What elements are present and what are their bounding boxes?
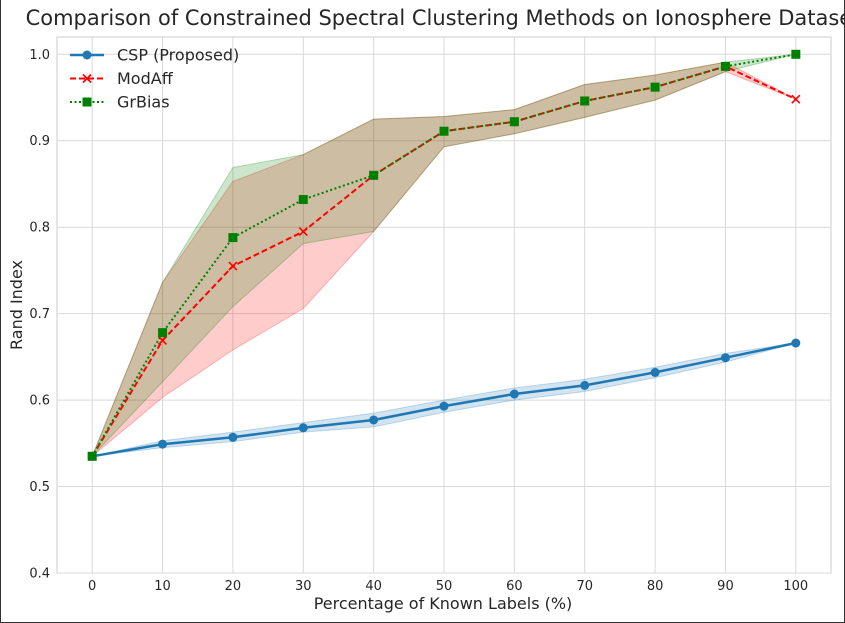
y-tick-label: 0.4 [29,567,50,582]
data-point [298,195,308,205]
data-point [720,61,730,71]
data-point [158,439,168,449]
data-point [87,451,97,461]
data-point [439,401,449,411]
chart-title: Comparison of Constrained Spectral Clust… [26,6,845,30]
x-tick-label: 50 [436,579,453,594]
data-point [580,96,590,106]
y-tick-label: 1.0 [29,48,50,63]
legend-marker [82,50,92,60]
data-point [791,338,801,348]
data-point [298,423,308,433]
data-point [369,415,379,425]
y-tick-labels: 0.4 0.5 0.6 0.7 0.8 0.9 1.0 [29,48,50,582]
legend-label: CSP (Proposed) [117,46,239,65]
grid [57,37,831,574]
legend-label: GrBias [117,93,170,112]
data-point [580,380,590,390]
x-tick-label: 30 [295,579,312,594]
y-tick-label: 0.5 [29,480,50,495]
x-tick-label: 20 [225,579,242,594]
y-tick-label: 0.8 [29,221,50,236]
series-markers [87,49,801,461]
legend-label: ModAff [117,69,174,88]
data-point [720,353,730,363]
data-point [158,328,168,338]
data-point [509,117,519,127]
data-point [650,367,660,377]
data-point [228,432,238,442]
y-tick-label: 0.6 [29,394,50,409]
data-point [228,261,238,271]
y-axis-label: Rand Index [7,260,26,350]
y-tick-label: 0.9 [29,134,50,149]
x-tick-label: 0 [88,579,96,594]
x-tick-labels: 0 10 20 30 40 50 60 70 80 90 100 [88,579,808,594]
legend-marker [82,97,92,107]
series-line-grbias [91,53,796,457]
legend: CSP (Proposed) ModAff GrBias [70,46,239,112]
data-point [650,82,660,92]
data-point [157,335,168,346]
data-point [369,170,379,180]
data-point [439,126,449,136]
x-tick-label: 60 [506,579,523,594]
data-point [298,226,308,237]
x-tick-label: 10 [154,579,171,594]
x-tick-label: 80 [647,579,664,594]
data-point [791,49,801,59]
data-point [509,389,519,399]
x-tick-label: 90 [717,579,734,594]
data-point [791,94,801,104]
x-tick-label: 70 [576,579,593,594]
x-tick-label: 40 [365,579,382,594]
x-tick-label: 100 [783,579,808,594]
y-tick-label: 0.7 [29,307,50,322]
x-axis-label: Percentage of Known Labels (%) [314,594,573,613]
legend-marker [82,73,92,84]
data-point [228,233,238,243]
